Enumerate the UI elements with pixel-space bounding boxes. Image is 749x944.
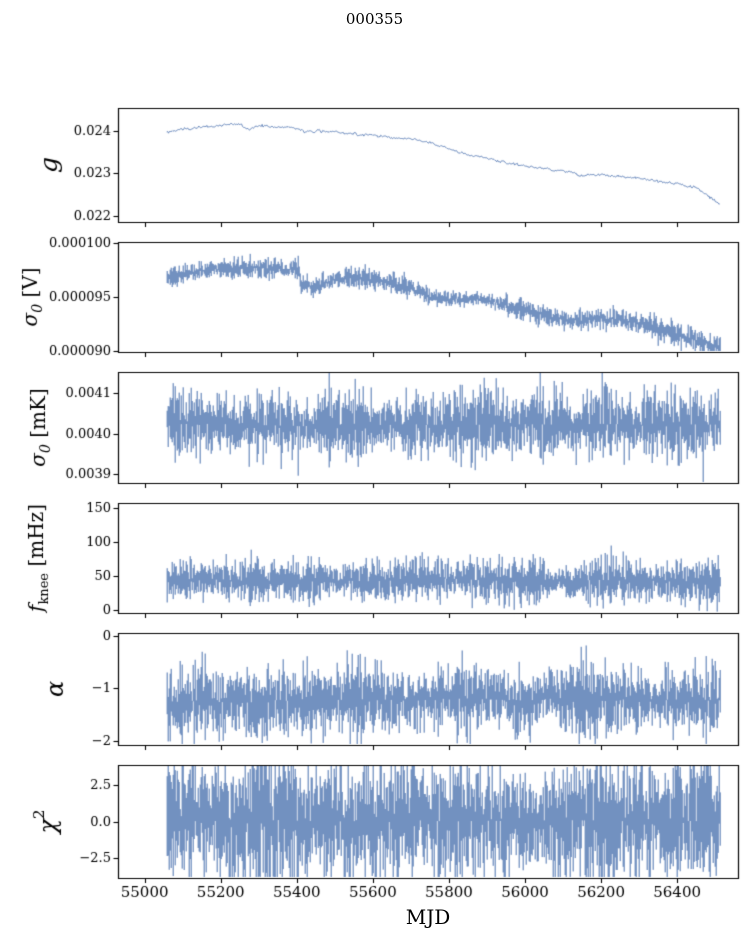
multipanel-time-series-plot: [0, 0, 749, 944]
figure-root: 000355 MJD 55000 55200 55400 55600 55800…: [0, 0, 749, 944]
